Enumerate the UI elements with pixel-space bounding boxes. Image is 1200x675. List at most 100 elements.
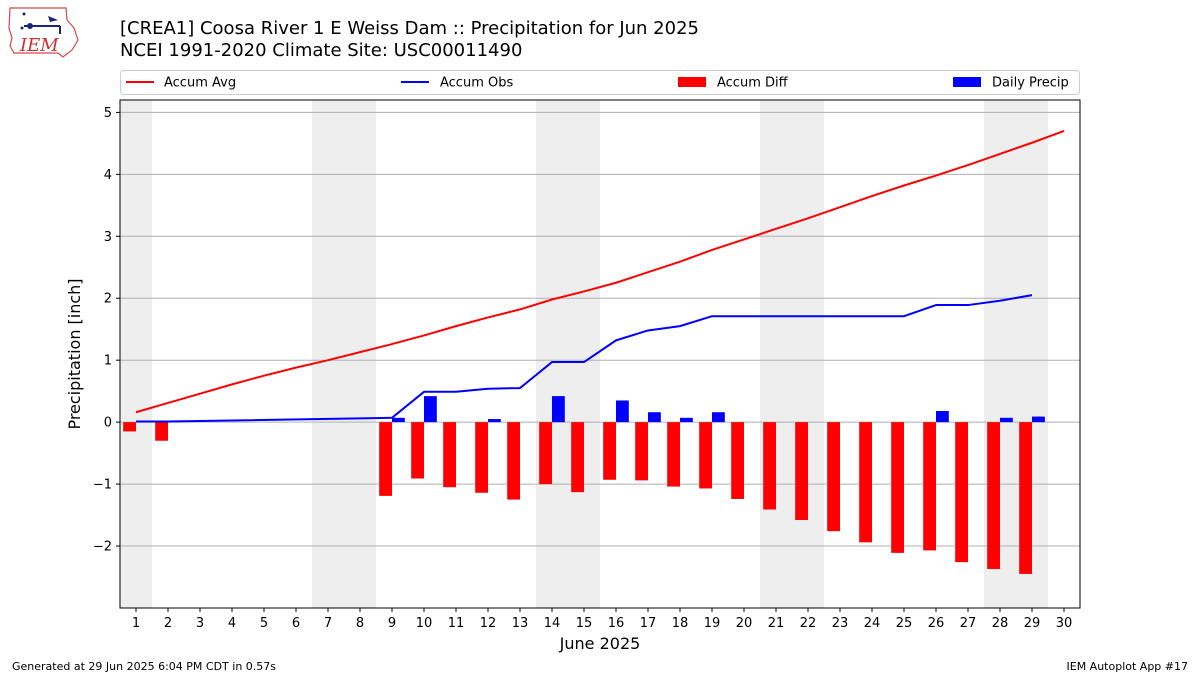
logo-text: IEM: [19, 35, 59, 56]
accum-diff-bar: [859, 422, 872, 543]
accum-obs-line: [136, 294, 1033, 423]
iem-logo: IEM: [8, 7, 79, 58]
legend-swatch-accum-diff: [678, 77, 706, 87]
x-tick-label: 13: [512, 616, 529, 631]
x-tick-label: 3: [196, 616, 204, 631]
legend-label-accum-diff: Accum Diff: [717, 76, 789, 91]
daily-precip-bar: [488, 419, 501, 423]
daily-precip-bar: [680, 417, 693, 423]
gridlines: [120, 111, 1080, 547]
accum-diff-bar: [443, 422, 456, 488]
x-tick-label: 8: [356, 616, 364, 631]
accum-avg-line: [135, 130, 1065, 414]
y-tick-label: 5: [104, 106, 112, 121]
accum-diff-bar: [379, 422, 392, 496]
y-tick-label: 4: [104, 168, 112, 183]
weekend-shade: [536, 100, 600, 608]
legend-label-daily-precip: Daily Precip: [992, 76, 1069, 91]
x-tick-label: 2: [164, 616, 172, 631]
y-axis-ticks: −2 −1 0 1 2 3 4 5: [93, 106, 120, 555]
x-tick-label: 29: [1024, 616, 1041, 631]
accum-diff-bar: [507, 422, 520, 500]
weekend-shade: [312, 100, 376, 608]
accum-diff-bar: [155, 422, 168, 441]
x-tick-label: 26: [928, 616, 945, 631]
x-tick-label: 4: [228, 616, 236, 631]
x-axis-label: June 2025: [559, 634, 641, 653]
x-tick-label: 10: [416, 616, 433, 631]
weekend-shade: [760, 100, 824, 608]
chart-subtitle: NCEI 1991-2020 Climate Site: USC00011490: [120, 40, 523, 61]
bars: [123, 396, 1045, 574]
accum-diff-bar: [475, 422, 488, 493]
legend-swatch-daily-precip: [953, 77, 981, 87]
lines: [135, 130, 1065, 423]
x-tick-label: 16: [608, 616, 625, 631]
y-tick-label: 0: [104, 416, 112, 431]
accum-diff-bar: [603, 422, 616, 480]
x-tick-label: 7: [324, 616, 332, 631]
accum-diff-bar: [1019, 422, 1032, 574]
x-tick-label: 18: [672, 616, 689, 631]
x-tick-label: 27: [960, 616, 977, 631]
accum-diff-bar: [539, 422, 552, 485]
x-tick-label: 1: [132, 616, 140, 631]
accum-diff-bar: [731, 422, 744, 499]
x-tick-label: 12: [480, 616, 497, 631]
weekend-shading: [120, 100, 1048, 608]
weekend-shade: [120, 100, 152, 608]
accum-diff-bar: [987, 422, 1000, 569]
legend-box: [120, 70, 1080, 95]
y-tick-label: 1: [104, 354, 112, 369]
x-axis-ticks: 1 2 3 4 5 6 7 8 9 10 11 12 13 14 15 16 17 18 19 20 21 22 23 24 2…: [132, 608, 1072, 631]
daily-precip-bar: [1000, 417, 1013, 423]
daily-precip-bar: [712, 412, 725, 423]
y-tick-label: −2: [93, 540, 112, 555]
y-tick-label: 3: [104, 230, 112, 245]
accum-diff-bar: [955, 422, 968, 563]
legend: Accum Avg Accum Obs Accum Diff Daily Pre…: [120, 70, 1080, 95]
y-axis-label: Precipitation [inch]: [65, 278, 84, 429]
daily-precip-bar: [392, 417, 405, 423]
accum-diff-bar: [827, 422, 840, 532]
x-tick-label: 23: [832, 616, 849, 631]
accum-diff-bar: [699, 422, 712, 489]
app-footer: IEM Autoplot App #17: [1066, 660, 1189, 673]
accum-diff-bar: [923, 422, 936, 551]
accum-diff-bar: [571, 422, 584, 493]
x-tick-label: 9: [388, 616, 396, 631]
x-tick-label: 14: [544, 616, 561, 631]
x-tick-label: 30: [1056, 616, 1073, 631]
accum-diff-bar: [667, 422, 680, 487]
x-tick-label: 17: [640, 616, 657, 631]
x-tick-label: 5: [260, 616, 268, 631]
legend-label-accum-avg: Accum Avg: [164, 76, 236, 91]
y-tick-label: −1: [93, 478, 112, 493]
accum-diff-bar: [123, 422, 136, 432]
generated-footer: Generated at 29 Jun 2025 6:04 PM CDT in …: [12, 660, 277, 673]
x-tick-label: 19: [704, 616, 721, 631]
x-tick-label: 15: [576, 616, 593, 631]
accum-diff-bar: [763, 422, 776, 510]
x-tick-label: 22: [800, 616, 817, 631]
x-tick-label: 25: [896, 616, 913, 631]
x-tick-label: 20: [736, 616, 753, 631]
x-tick-label: 11: [448, 616, 465, 631]
daily-precip-bar: [936, 410, 949, 423]
legend-label-accum-obs: Accum Obs: [440, 76, 513, 91]
accum-diff-bar: [411, 422, 424, 479]
y-tick-label: 2: [104, 292, 112, 307]
x-tick-label: 6: [292, 616, 300, 631]
x-tick-label: 28: [992, 616, 1009, 631]
daily-precip-bar: [616, 400, 629, 423]
daily-precip-bar: [1032, 416, 1045, 423]
accum-diff-bar: [891, 422, 904, 553]
daily-precip-bar: [552, 396, 565, 423]
plot-frame: [119, 99, 1081, 609]
accum-diff-bar: [635, 422, 648, 481]
x-tick-label: 21: [768, 616, 785, 631]
daily-precip-bar: [424, 396, 437, 423]
chart-title: [CREA1] Coosa River 1 E Weiss Dam :: Pre…: [120, 18, 699, 39]
daily-precip-bar: [648, 412, 661, 423]
